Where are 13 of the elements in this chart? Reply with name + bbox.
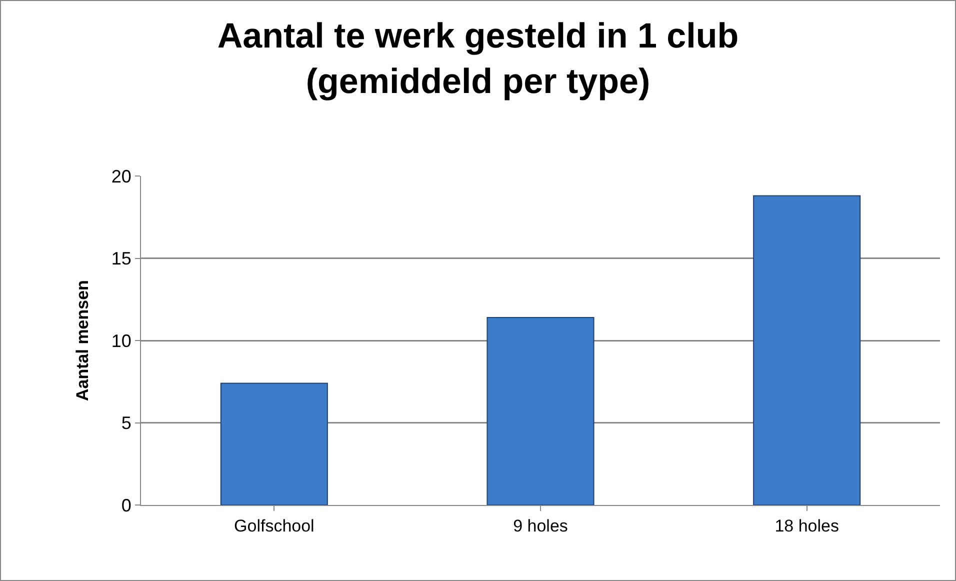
x-tick-label: 18 holes xyxy=(774,516,839,536)
y-tick-label: 10 xyxy=(111,330,132,351)
y-tick-label: 5 xyxy=(121,413,132,434)
y-tick-label: 20 xyxy=(111,166,132,186)
y-tick-label: 0 xyxy=(121,495,132,516)
bar xyxy=(486,316,594,505)
x-tick-label: Golfschool xyxy=(234,516,314,536)
bar xyxy=(220,382,328,505)
y-axis-title: Aantal mensen xyxy=(72,280,92,401)
chart-title: Aantal te werk gesteld in 1 club (gemiddeld per type) xyxy=(217,16,739,101)
y-tick-label: 15 xyxy=(111,248,132,269)
x-tick-label: 9 holes xyxy=(513,516,568,536)
bar xyxy=(753,195,861,505)
